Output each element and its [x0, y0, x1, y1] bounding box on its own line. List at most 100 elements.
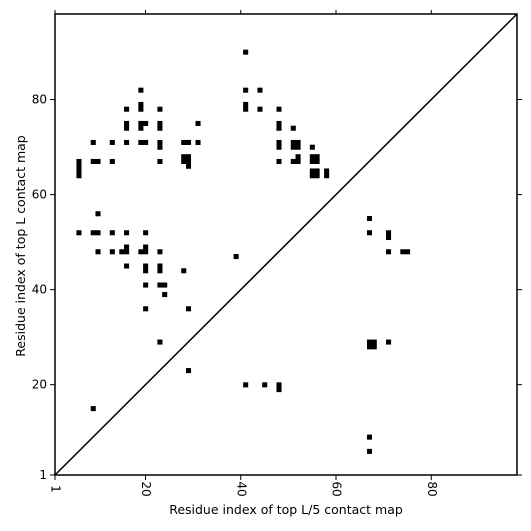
contact-cell-top-l — [157, 268, 163, 274]
contact-cell-top-l — [124, 263, 130, 269]
contact-cell-top-l — [185, 306, 192, 312]
contact-cell-top-l — [90, 139, 96, 145]
contact-cell-top-l — [119, 249, 125, 255]
contact-cell-top-l — [233, 254, 239, 260]
plot-frame — [54, 13, 518, 476]
contact-cell-top-l — [185, 163, 192, 169]
contact-cell-top-l — [276, 125, 282, 131]
contact-cell-top-l — [157, 120, 163, 126]
contact-cell-top-l — [290, 158, 296, 164]
contact-cell-top-l5 — [262, 382, 268, 388]
contact-cell-top-l — [90, 230, 96, 236]
contact-cell-top-l — [295, 144, 301, 150]
x-axis-label: Residue index of top L/5 contact map — [169, 502, 403, 517]
contact-cell-top-l — [138, 101, 144, 107]
contact-marks — [76, 49, 411, 454]
contact-cell-top-l — [109, 158, 115, 164]
contact-cell-top-l — [314, 173, 320, 179]
contact-cell-top-l — [276, 139, 282, 145]
contact-cell-top-l — [143, 282, 149, 288]
contact-cell-top-l — [109, 139, 115, 145]
diagonal-line — [54, 13, 518, 476]
contact-cell-top-l — [195, 139, 201, 145]
contact-cell-top-l — [243, 87, 249, 93]
contact-cell-top-l — [95, 211, 101, 217]
x-tick-label: 60 — [330, 481, 344, 496]
contact-cell-top-l — [124, 106, 130, 112]
contact-cell-top-l — [309, 144, 315, 150]
contact-cell-top-l — [181, 154, 187, 160]
contact-cell-top-l — [95, 158, 101, 164]
contact-cell-top-l — [138, 139, 144, 145]
contact-cell-top-l — [157, 249, 163, 255]
contact-cell-top-l — [295, 154, 301, 160]
contact-cell-top-l — [290, 139, 296, 145]
contact-cell-top-l — [290, 144, 296, 150]
contact-cell-top-l — [76, 230, 82, 236]
contact-cell-top-l5 — [276, 382, 282, 388]
contact-cell-top-l — [162, 282, 168, 288]
contact-cell-top-l — [124, 230, 130, 236]
contact-cell-top-l5 — [276, 387, 282, 393]
contact-cell-top-l — [309, 154, 315, 160]
contact-cell-top-l — [157, 282, 163, 288]
contact-cell-top-l5 — [386, 234, 392, 241]
contact-cell-top-l — [157, 158, 163, 164]
contact-cell-top-l — [185, 158, 192, 164]
y-axis-label: Residue index of top L contact map — [13, 135, 28, 356]
contact-cell-top-l — [138, 125, 144, 131]
contact-cell-top-l — [138, 87, 144, 93]
contact-cell-top-l — [324, 173, 330, 179]
contact-cell-top-l — [109, 249, 115, 255]
y-tick-label: 1 — [39, 468, 47, 482]
contact-cell-top-l — [157, 339, 163, 345]
contact-cell-top-l — [257, 87, 263, 93]
contact-cell-top-l — [157, 144, 163, 150]
contact-cell-top-l5 — [366, 230, 373, 236]
contact-cell-top-l — [185, 154, 192, 160]
contact-cell-top-l — [138, 249, 144, 255]
contact-cell-top-l — [314, 168, 320, 174]
contact-cell-top-l — [157, 139, 163, 145]
contact-cell-top-l — [295, 139, 301, 145]
contact-cell-top-l — [143, 249, 149, 255]
contact-cell-top-l — [76, 163, 82, 169]
contact-cell-top-l — [276, 120, 282, 126]
axis-ticks: 1 20 40 60 80 1 20 40 60 80 — [32, 10, 522, 497]
contact-cell-top-l — [243, 49, 249, 55]
x-tick-label: 1 — [49, 485, 63, 493]
contact-cell-top-l — [162, 292, 168, 298]
contact-cell-top-l — [157, 263, 163, 269]
y-tick-label: 60 — [32, 188, 47, 202]
y-tick-label: 20 — [32, 378, 47, 392]
contact-cell-top-l — [76, 168, 82, 174]
contact-cell-top-l — [138, 120, 144, 126]
contact-cell-top-l — [76, 158, 82, 164]
contact-cell-top-l5 — [366, 344, 373, 350]
contact-cell-top-l — [124, 125, 130, 131]
contact-cell-top-l — [243, 106, 249, 112]
contact-cell-top-l — [157, 125, 163, 131]
contact-cell-top-l — [185, 368, 192, 374]
contact-cell-top-l — [314, 158, 320, 164]
contact-cell-top-l — [324, 168, 330, 174]
contact-cell-top-l — [124, 120, 130, 126]
contact-cell-top-l — [309, 168, 315, 174]
contact-cell-top-l — [309, 173, 315, 179]
contact-cell-top-l — [143, 306, 149, 312]
contact-cell-top-l5 — [371, 339, 377, 345]
contact-cell-top-l — [276, 106, 282, 112]
contact-cell-top-l5 — [371, 344, 377, 350]
contact-cell-top-l5 — [243, 382, 249, 388]
contact-cell-top-l — [76, 173, 82, 179]
x-tick-label: 80 — [425, 481, 439, 496]
contact-cell-top-l — [309, 158, 315, 164]
contact-cell-top-l — [243, 101, 249, 107]
contact-cell-top-l — [95, 249, 101, 255]
contact-cell-top-l — [124, 249, 130, 255]
contact-cell-top-l — [90, 406, 96, 412]
contact-cell-top-l — [143, 120, 149, 126]
contact-cell-top-l — [181, 158, 187, 164]
contact-cell-top-l — [257, 106, 263, 112]
